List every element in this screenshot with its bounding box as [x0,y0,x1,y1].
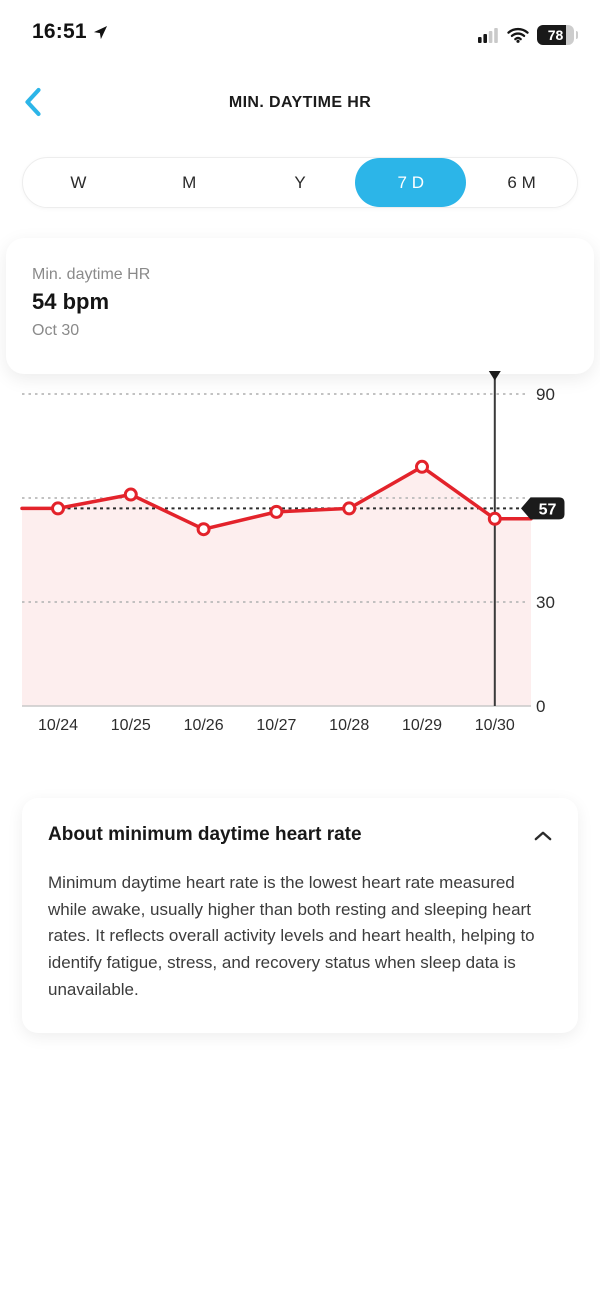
chevron-up-icon[interactable] [534,830,552,841]
battery-indicator: 78 [537,25,578,45]
chart-area-fill [22,466,531,706]
battery-icon: 78 [537,25,574,45]
range-option-month[interactable]: M [182,172,197,192]
chart-point-10/28[interactable] [342,501,357,516]
page-title: MIN. DAYTIME HR [228,94,372,111]
y-tick-label-90: 90 [536,385,555,404]
location-arrow-icon [93,25,107,39]
range-option-6m[interactable]: 6 M [507,172,536,192]
status-bar-time: 16:51 [32,20,108,44]
about-card: About minimum daytime heart rate Minimum… [22,798,578,1034]
wifi-icon [507,27,529,43]
x-tick-label-10/24: 10/24 [38,717,78,734]
y-tick-label-30: 30 [536,593,555,612]
range-option-year[interactable]: Y [294,172,306,192]
selected-date-marker [488,371,501,381]
range-option-7d[interactable]: 7 D [355,158,467,207]
x-tick-label-10/29: 10/29 [402,717,442,734]
reference-value-label: 57 [539,501,557,518]
about-card-header[interactable]: About minimum daytime heart rate [48,824,552,846]
metric-label: Min. daytime HR [32,266,151,283]
about-body-text: Minimum daytime heart rate is the lowest… [48,873,535,999]
x-tick-label-10/25: 10/25 [111,717,151,734]
y-tick-label-0: 0 [536,697,545,716]
x-tick-label-10/27: 10/27 [256,717,296,734]
battery-percent-text: 78 [547,27,564,43]
chart-point-10/30[interactable] [487,511,502,526]
chart-point-10/27[interactable] [269,504,284,519]
back-button[interactable] [16,84,50,120]
battery-cap [575,31,578,39]
chart-point-10/26[interactable] [196,522,211,537]
clock-text: 16:51 [32,20,87,43]
x-tick-label-10/28: 10/28 [329,717,369,734]
hr-trend-chart[interactable]: 0 30 90 57 10/24 10/25 10/26 10/27 10/28 10/29 10/… [0,368,600,740]
range-selector: W M Y 7 D 6 M [22,157,578,208]
about-title: About minimum daytime heart rate [48,824,362,845]
chart-point-10/25[interactable] [123,487,138,502]
reference-value-tag [521,497,565,520]
metric-date: Oct 30 [32,322,80,339]
metric-value: 54 bpm [32,289,110,314]
x-tick-label-10/30: 10/30 [475,717,515,734]
cellular-signal-icon [478,28,498,43]
chart-point-10/29[interactable] [415,459,429,474]
x-tick-label-10/26: 10/26 [184,717,224,734]
status-bar-icons: 78 [478,25,578,45]
chevron-left-icon [25,87,41,117]
summary-card: Min. daytime HR 54 bpm Oct 30 [6,238,594,374]
range-option-week[interactable]: W [70,172,87,192]
chart-point-10/24[interactable] [51,501,65,516]
